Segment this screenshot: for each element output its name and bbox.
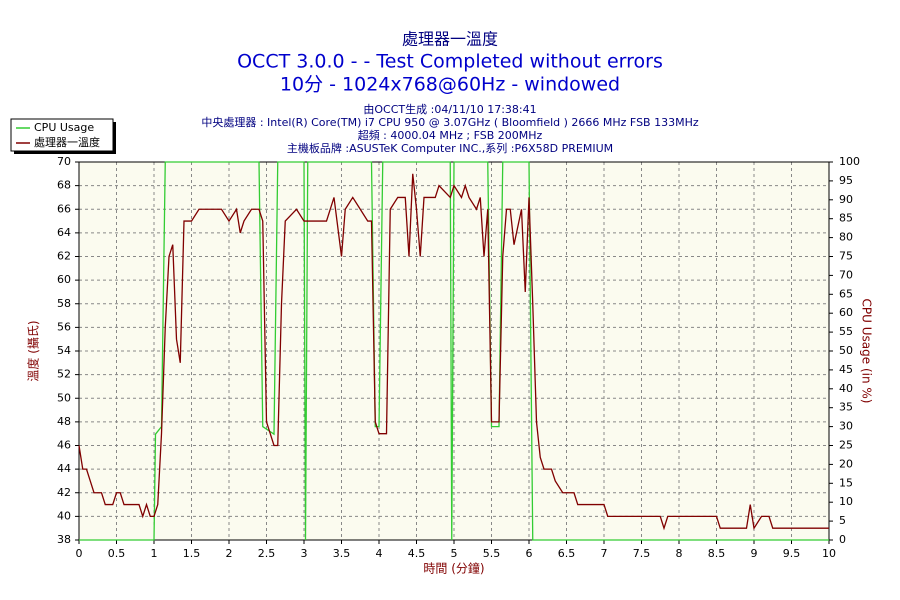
x-tick-label: 3.5 <box>333 547 351 560</box>
x-tick-label: 7.5 <box>633 547 651 560</box>
y-tick-label: 58 <box>57 297 71 310</box>
x-tick-label: 10 <box>822 547 836 560</box>
y-tick-label: 50 <box>57 391 71 404</box>
x-tick-label: 6.5 <box>558 547 576 560</box>
chart-subtitle: OCCT 3.0.0 - - Test Completed without er… <box>237 51 663 73</box>
y2-tick-label: 25 <box>839 439 853 452</box>
y-tick-label: 54 <box>57 344 71 357</box>
y2-tick-label: 5 <box>839 514 846 527</box>
x-tick-label: 3 <box>301 547 308 560</box>
y-tick-label: 52 <box>57 368 71 381</box>
y-tick-label: 70 <box>57 155 71 168</box>
y2-tick-label: 95 <box>839 174 853 187</box>
info-line: 超頻 : 4000.04 MHz ; FSB 200MHz <box>358 128 543 142</box>
x-tick-label: 6 <box>526 547 533 560</box>
legend-label: 處理器一溫度 <box>34 135 100 149</box>
y2-tick-label: 40 <box>839 382 853 395</box>
info-line: 中央處理器 : Intel(R) Core(TM) i7 CPU 950 @ 3… <box>201 115 699 129</box>
y2-tick-label: 30 <box>839 420 853 433</box>
legend-box <box>10 118 114 152</box>
x-tick-label: 5 <box>451 547 458 560</box>
data-line <box>78 173 829 531</box>
info-line: 主機板品牌 :ASUSTeK Computer INC.,系列 :P6X58D … <box>287 141 613 155</box>
x-tick-label: 1 <box>151 547 158 560</box>
y-tick-label: 42 <box>57 486 71 499</box>
y2-tick-label: 70 <box>839 268 853 281</box>
x-tick-label: 9 <box>751 547 758 560</box>
y2-tick-label: 80 <box>839 231 853 244</box>
x-axis-label: 時間 (分鐘) <box>423 561 484 576</box>
y-tick-label: 40 <box>57 509 71 522</box>
y-tick-label: 60 <box>57 273 71 286</box>
y2-tick-label: 45 <box>839 363 853 376</box>
y2-tick-label: 75 <box>839 250 853 263</box>
x-tick-label: 8.5 <box>708 547 726 560</box>
x-tick-label: 2.5 <box>258 547 276 560</box>
x-tick-label: 0 <box>76 547 83 560</box>
x-tick-label: 0.5 <box>108 547 126 560</box>
y-tick-label: 46 <box>57 439 71 452</box>
y2-tick-label: 10 <box>839 495 853 508</box>
y-tick-label: 56 <box>57 320 71 333</box>
x-tick-label: 2 <box>226 547 233 560</box>
chart-title: 處理器一溫度 <box>402 30 498 49</box>
y-tick-label: 62 <box>57 250 71 263</box>
x-tick-label: 1.5 <box>183 547 201 560</box>
y2-tick-label: 20 <box>839 457 853 470</box>
y2-tick-label: 65 <box>839 287 853 300</box>
y2-tick-label: 55 <box>839 325 853 338</box>
y-tick-label: 68 <box>57 179 71 192</box>
x-tick-label: 4 <box>376 547 383 560</box>
y2-tick-label: 85 <box>839 212 853 225</box>
y2-axis-label: CPU Usage (in %) <box>860 299 874 404</box>
y2-tick-label: 100 <box>839 155 860 168</box>
x-tick-label: 8 <box>676 547 683 560</box>
info-line: 由OCCT生成 :04/11/10 17:38:41 <box>363 102 536 116</box>
x-tick-label: 7 <box>601 547 608 560</box>
y2-tick-label: 15 <box>839 476 853 489</box>
chart-subtitle: 10分 - 1024x768@60Hz - windowed <box>280 74 620 96</box>
y-tick-label: 44 <box>57 462 71 475</box>
y2-tick-label: 0 <box>839 533 846 546</box>
y2-tick-label: 90 <box>839 193 853 206</box>
y2-tick-label: 35 <box>839 401 853 414</box>
y-tick-label: 64 <box>57 226 71 239</box>
y2-tick-label: 60 <box>839 306 853 319</box>
y-tick-label: 38 <box>57 533 71 546</box>
y-tick-label: 48 <box>57 415 71 428</box>
x-tick-label: 9.5 <box>783 547 801 560</box>
y2-tick-label: 50 <box>839 344 853 357</box>
x-tick-label: 5.5 <box>483 547 501 560</box>
y-tick-label: 66 <box>57 202 71 215</box>
y-axis-label: 溫度 (攝氏) <box>26 320 41 381</box>
x-tick-label: 4.5 <box>408 547 426 560</box>
legend-label: CPU Usage <box>34 121 94 134</box>
